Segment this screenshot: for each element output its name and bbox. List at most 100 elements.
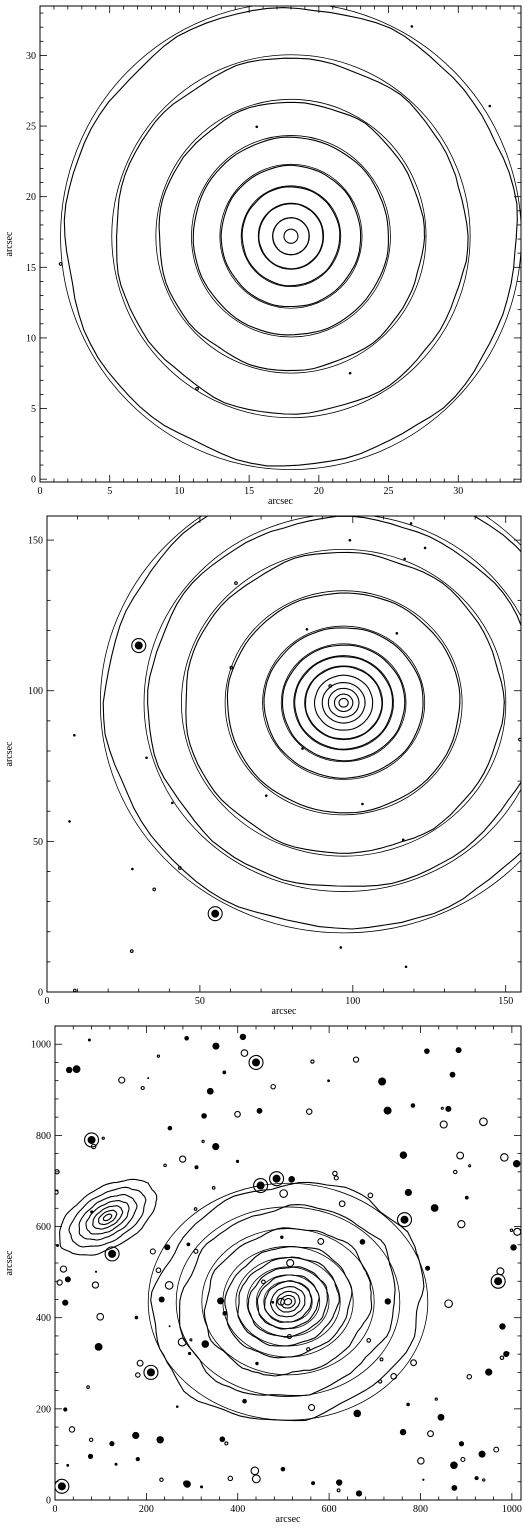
model-ellipse (147, 1182, 429, 1421)
noise-speck (305, 1108, 313, 1115)
noise-speck (450, 1461, 458, 1470)
noise-speck (72, 1065, 81, 1074)
noise-speck (163, 1163, 167, 1168)
noise-speck (64, 1276, 71, 1283)
noise-speck (311, 1481, 316, 1486)
noise-speck (140, 1085, 145, 1091)
isophote-contour (220, 164, 362, 308)
noise-speck (66, 1463, 70, 1467)
noise-speck (56, 1279, 63, 1286)
noise-speck (94, 1342, 103, 1351)
noise-speck (167, 1125, 173, 1131)
noise-speck (449, 1071, 456, 1078)
noise-speck (62, 1299, 69, 1306)
noise-speck (510, 1244, 517, 1251)
noise-speck (305, 627, 309, 631)
isophote-contour (158, 101, 426, 372)
plot-area (68, 516, 521, 992)
noise-speck (452, 1169, 458, 1175)
model-ellipse (181, 548, 507, 857)
model-ellipse (60, 6, 521, 470)
noise-speck (379, 1357, 384, 1362)
noise-speck (479, 1117, 488, 1127)
noise-speck (234, 1110, 241, 1118)
point-source (134, 641, 143, 650)
noise-speck (109, 1441, 115, 1447)
noise-speck (458, 1441, 465, 1447)
isophote-contour (258, 203, 324, 270)
y-tick-label: 1000 (31, 1040, 51, 1051)
y-tick-label: 15 (26, 263, 36, 274)
x-tick-label: 5 (107, 486, 112, 497)
y-tick-label: 400 (36, 1313, 51, 1324)
noise-speck (404, 965, 408, 969)
noise-speck (90, 1210, 94, 1214)
noise-speck (434, 1397, 438, 1401)
noise-speck (496, 1267, 505, 1276)
noise-speck (178, 866, 182, 870)
x-tick-label: 1000 (502, 1504, 522, 1515)
y-tick-label: 10 (26, 333, 36, 344)
noise-speck (444, 1299, 453, 1309)
companion-contour (68, 1186, 147, 1248)
noise-speck (301, 747, 304, 750)
noise-speck (355, 1490, 363, 1497)
noise-speck (410, 25, 414, 28)
noise-speck (270, 1083, 276, 1090)
noise-speck (317, 1237, 325, 1245)
point-source-contour (248, 1054, 264, 1071)
noise-speck (378, 1379, 383, 1384)
noise-speck (242, 1398, 247, 1404)
point-source (87, 1135, 96, 1144)
noise-speck (339, 946, 343, 949)
noise-speck (158, 1296, 165, 1303)
isophote-contour (179, 1204, 396, 1397)
y-tick-label: 25 (26, 122, 36, 133)
noise-speck (417, 1457, 425, 1465)
y-tick-label: 200 (36, 1404, 51, 1415)
noise-speck (261, 1279, 266, 1285)
noise-speck (239, 1033, 247, 1041)
isophote-contour (313, 674, 374, 731)
noise-speck (201, 1113, 207, 1119)
noise-speck (338, 1200, 346, 1208)
isophote-contour (224, 1246, 353, 1359)
noise-speck (132, 1431, 140, 1440)
noise-speck (251, 1474, 261, 1484)
noise-speck (410, 1359, 417, 1367)
noise-speck (512, 1160, 521, 1168)
companion-contour (59, 1178, 158, 1256)
noise-speck (131, 867, 134, 871)
noise-speck (134, 1315, 139, 1320)
noise-speck (466, 1373, 473, 1380)
companion-contour (98, 1209, 118, 1226)
noise-speck (147, 1077, 150, 1080)
noise-speck (457, 1219, 466, 1229)
noise-speck (187, 1351, 192, 1356)
model-ellipse (246, 1266, 330, 1337)
isophote-contour (185, 551, 506, 854)
x-tick-label: 0 (38, 486, 43, 497)
x-tick-label: 30 (453, 486, 463, 497)
point-source (400, 1215, 409, 1224)
point-source-contour (143, 1364, 159, 1380)
x-axis-label: arcsec (272, 1006, 298, 1017)
noise-speck (88, 1437, 94, 1443)
noise-speck (101, 1136, 105, 1140)
noise-speck (164, 1244, 171, 1251)
panel-top: 0 5 10 15 20 25 30 0 5 10 15 20 25 30 arcsec arcsec (4, 5, 522, 507)
isophote-contour (321, 682, 366, 724)
noise-speck (55, 1189, 59, 1195)
noise-speck (308, 1404, 316, 1412)
isophote-contour (237, 1256, 340, 1347)
noise-speck (195, 386, 199, 391)
noise-speck (310, 1059, 315, 1064)
noise-speck (194, 1165, 199, 1170)
noise-speck (518, 737, 521, 742)
y-tick-label: 50 (33, 837, 43, 848)
noise-speck (86, 1385, 90, 1389)
isophote-contour (241, 186, 341, 287)
model-ellipse (111, 54, 471, 419)
noise-speck (451, 1484, 458, 1491)
point-source (57, 1482, 66, 1491)
